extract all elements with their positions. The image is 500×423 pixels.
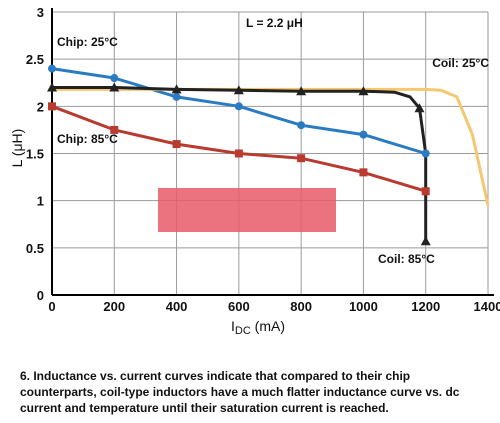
- data-point: [234, 149, 243, 158]
- data-point: [359, 130, 368, 139]
- data-point: [110, 74, 119, 83]
- data-point: [296, 86, 307, 96]
- y-tick-label: 3: [37, 5, 44, 20]
- chart-title: L = 2.2 μH: [246, 16, 303, 30]
- y-tick-label: 1.5: [26, 147, 44, 162]
- data-point: [172, 92, 181, 101]
- x-tick-label: 800: [290, 299, 312, 314]
- y-tick-label: 1: [37, 194, 44, 209]
- data-point: [297, 121, 306, 130]
- y-axis-label: L (μH): [9, 129, 25, 168]
- data-point: [48, 64, 56, 73]
- y-tick-label: 0.5: [26, 241, 44, 256]
- data-point: [171, 84, 182, 94]
- data-point: [358, 86, 369, 96]
- y-tick-label: 2.5: [26, 52, 44, 67]
- x-tick-label: 1000: [349, 299, 378, 314]
- x-tick-label: 1200: [411, 299, 440, 314]
- inductance-chart: 0 0.5 1 1.5 2 2.5 3 0 200 400 600 800 1000 1200 1400 C…: [9, 5, 500, 337]
- data-point: [421, 187, 430, 196]
- data-point: [48, 102, 56, 111]
- redaction-overlay: [158, 188, 336, 232]
- y-tick-label: 2: [37, 99, 44, 114]
- data-point: [414, 103, 425, 113]
- data-point: [420, 236, 431, 246]
- series-markers: [47, 64, 431, 246]
- chart-labels: Chip: 25°C Chip: 85°C Coil: 25°C Coil: 85°C…: [9, 16, 489, 337]
- data-point: [297, 154, 306, 163]
- x-tick-label: 200: [103, 299, 125, 314]
- series-annotation: Coil: 25°C: [432, 56, 489, 70]
- data-point: [421, 149, 430, 158]
- data-point: [233, 85, 244, 95]
- x-tick-label: 1400: [474, 299, 500, 314]
- x-tick-label: 400: [166, 299, 188, 314]
- data-point: [234, 102, 243, 111]
- figure-caption: 6. Inductance vs. current curves indicat…: [20, 369, 460, 415]
- data-point: [359, 168, 368, 177]
- y-tick-label: 0: [37, 288, 44, 303]
- data-point: [172, 140, 181, 149]
- series-annotation: Chip: 25°C: [57, 35, 118, 49]
- data-point: [110, 125, 119, 134]
- x-tick-label: 0: [48, 299, 55, 314]
- axes: 0 0.5 1 1.5 2 2.5 3 0 200 400 600 800 1000 1200 1400: [26, 5, 500, 314]
- series-annotation: Chip: 85°C: [57, 132, 118, 146]
- data-point: [109, 82, 120, 92]
- x-tick-label: 600: [228, 299, 250, 314]
- x-axis-label: IDC (mA): [231, 318, 285, 337]
- series-annotation: Coil: 85°C: [378, 252, 435, 266]
- data-point: [47, 82, 57, 92]
